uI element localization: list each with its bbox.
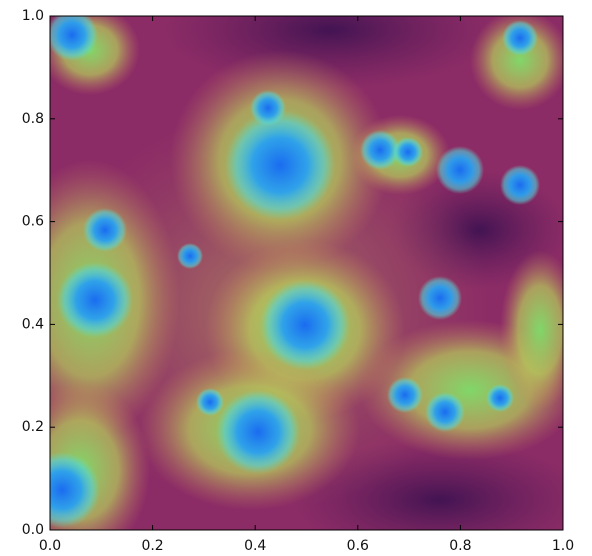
y-tick-label: 0.8 bbox=[22, 111, 44, 127]
x-tick-label: 1.0 bbox=[552, 538, 574, 554]
x-tick-label: 0.8 bbox=[449, 538, 471, 554]
x-tick-label: 0.0 bbox=[39, 538, 61, 554]
y-tick-label: 0.2 bbox=[22, 419, 44, 435]
x-tick-label: 0.6 bbox=[347, 538, 369, 554]
x-tick-label: 0.4 bbox=[244, 538, 266, 554]
y-tick-label: 0.4 bbox=[22, 316, 44, 332]
chart: 0.0 0.2 0.4 0.6 0.8 1.0 0.0 0.2 0.4 0.6 0.8 1.0 bbox=[0, 0, 592, 556]
y-tick-label: 0.0 bbox=[22, 522, 44, 538]
y-tick-label: 1.0 bbox=[22, 8, 44, 24]
y-tick-label: 0.6 bbox=[22, 214, 44, 230]
image bbox=[0, 0, 590, 556]
x-tick-label: 0.2 bbox=[141, 538, 163, 554]
